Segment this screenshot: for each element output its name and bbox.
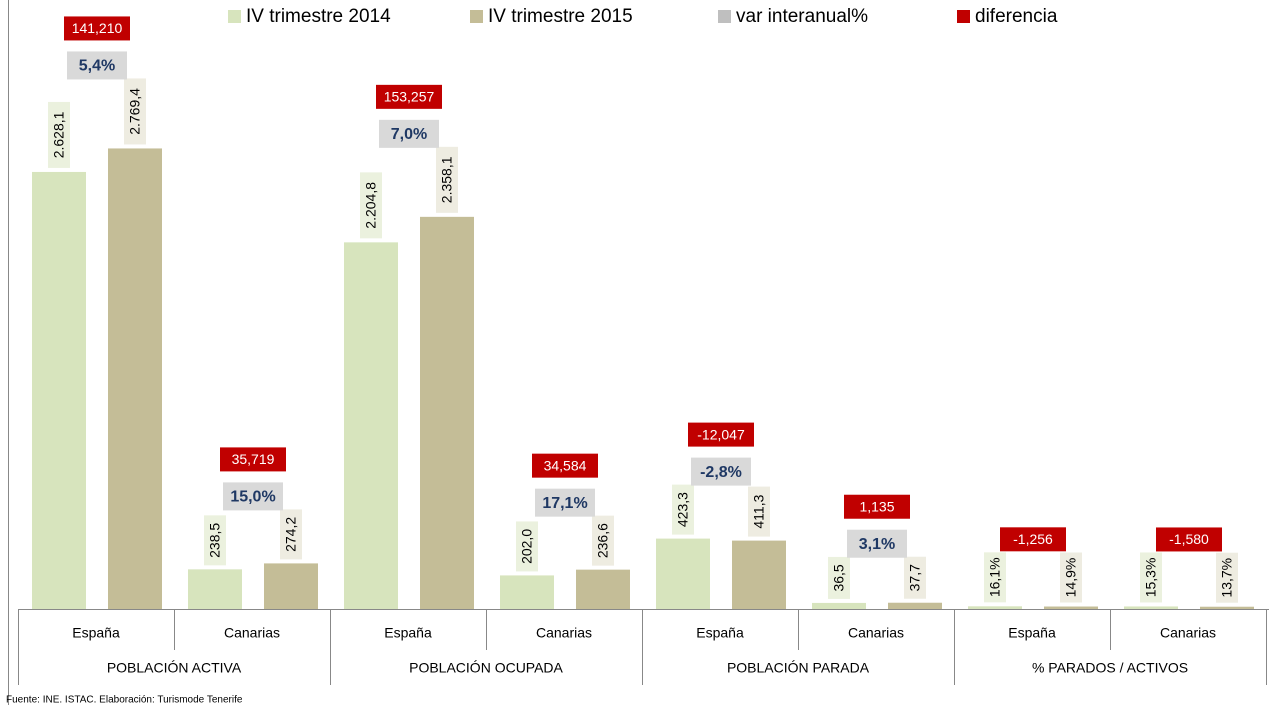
bar [968, 606, 1022, 609]
legend-label: diferencia [975, 6, 1058, 27]
legend-label: IV trimestre 2014 [246, 6, 391, 27]
value-label-box [280, 509, 302, 560]
value-label: 36,5 [831, 564, 847, 591]
bar [264, 563, 318, 609]
value-label: 16,1% [987, 557, 1003, 597]
value-label: 423,3 [675, 492, 691, 527]
value-label: 2.204,8 [363, 182, 379, 229]
diff-label-box [688, 422, 754, 447]
value-label: 411,3 [751, 494, 767, 528]
value-label-box [48, 101, 70, 168]
diff-label: -1,256 [1013, 531, 1053, 547]
value-label-box [1140, 552, 1162, 603]
value-label-box [904, 556, 926, 599]
value-label: 202,0 [519, 529, 535, 564]
legend-swatch [957, 10, 970, 23]
diff-label-box [64, 16, 130, 41]
bar [108, 148, 162, 609]
var-label-box [847, 529, 907, 558]
legend-label: IV trimestre 2015 [488, 6, 633, 27]
bar [888, 602, 942, 609]
value-label-box [1060, 552, 1082, 603]
value-label: 2.769,4 [127, 88, 143, 135]
var-label: 17,1% [542, 495, 587, 512]
group-label: % PARADOS / ACTIVOS [1032, 660, 1188, 676]
var-label-box [535, 488, 595, 517]
var-label-box [691, 457, 751, 486]
value-label: 2.628,1 [51, 111, 67, 158]
diff-label: 35,719 [232, 451, 275, 467]
legend-label: var interanual% [736, 6, 868, 27]
bar [656, 538, 710, 609]
value-label-box [592, 515, 614, 566]
bar [1200, 606, 1254, 609]
diff-label-box [844, 494, 910, 519]
var-label: 3,1% [859, 536, 895, 553]
category-label: Canarias [1160, 625, 1216, 641]
bar [732, 540, 786, 609]
value-label-box [748, 486, 770, 537]
var-label: 5,4% [79, 58, 115, 75]
legend-swatch [718, 10, 731, 23]
diff-label: 153,257 [384, 89, 435, 105]
value-label: 15,3% [1143, 558, 1159, 598]
value-label-box [124, 78, 146, 145]
value-label: 37,7 [907, 564, 923, 591]
diff-label: -1,580 [1169, 531, 1209, 547]
value-label-box [204, 515, 226, 566]
value-label-box [516, 521, 538, 572]
diff-label-box [1156, 527, 1222, 552]
diff-label-box [532, 453, 598, 478]
category-label: Canarias [224, 625, 280, 641]
diff-label: 1,135 [859, 498, 894, 514]
bar [1124, 606, 1178, 609]
value-label: 14,9% [1063, 558, 1079, 598]
category-label: Canarias [848, 625, 904, 641]
category-label: España [72, 625, 120, 641]
value-label: 274,2 [283, 517, 299, 552]
var-label-box [379, 119, 439, 148]
group-label: POBLACIÓN ACTIVA [107, 660, 242, 676]
var-label: 15,0% [230, 489, 275, 506]
category-label: España [384, 625, 432, 641]
var-label-box [67, 51, 127, 80]
value-label-box [436, 146, 458, 213]
bar [812, 602, 866, 609]
value-label: 238,5 [207, 523, 223, 558]
bar [188, 569, 242, 609]
source: Fuente: INE. ISTAC. Elaboración: Turismo… [6, 695, 243, 705]
var-label: -2,8% [700, 464, 742, 481]
category-label: España [1008, 625, 1056, 641]
category-label: Canarias [536, 625, 592, 641]
bar [576, 569, 630, 609]
value-label: 2.358,1 [439, 156, 455, 203]
diff-label: -12,047 [697, 426, 745, 442]
category-label: España [696, 625, 744, 641]
value-label: 236,6 [595, 523, 611, 558]
diff-label: 141,210 [72, 20, 123, 36]
var-label-box [223, 482, 283, 511]
legend-swatch [470, 10, 483, 23]
value-label-box [984, 552, 1006, 603]
diff-label-box [1000, 527, 1066, 552]
diff-label-box [376, 84, 442, 109]
group-label: POBLACIÓN PARADA [727, 660, 870, 676]
bar [420, 216, 474, 610]
diff-label-box [220, 447, 286, 472]
value-label: 13,7% [1219, 558, 1235, 598]
legend-swatch [228, 10, 241, 23]
bar [1044, 606, 1098, 609]
bar [32, 171, 86, 610]
value-label-box [828, 556, 850, 599]
diff-label: 34,584 [544, 457, 587, 473]
group-label: POBLACIÓN OCUPADA [409, 660, 563, 676]
value-label-box [1216, 552, 1238, 603]
bar [344, 242, 398, 609]
bar [500, 575, 554, 609]
var-label: 7,0% [391, 126, 427, 143]
value-label-box [360, 172, 382, 239]
value-label-box [672, 484, 694, 535]
